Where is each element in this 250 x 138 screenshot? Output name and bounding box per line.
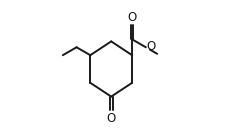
- Text: O: O: [106, 112, 116, 125]
- Text: O: O: [128, 11, 137, 24]
- Text: O: O: [146, 40, 156, 54]
